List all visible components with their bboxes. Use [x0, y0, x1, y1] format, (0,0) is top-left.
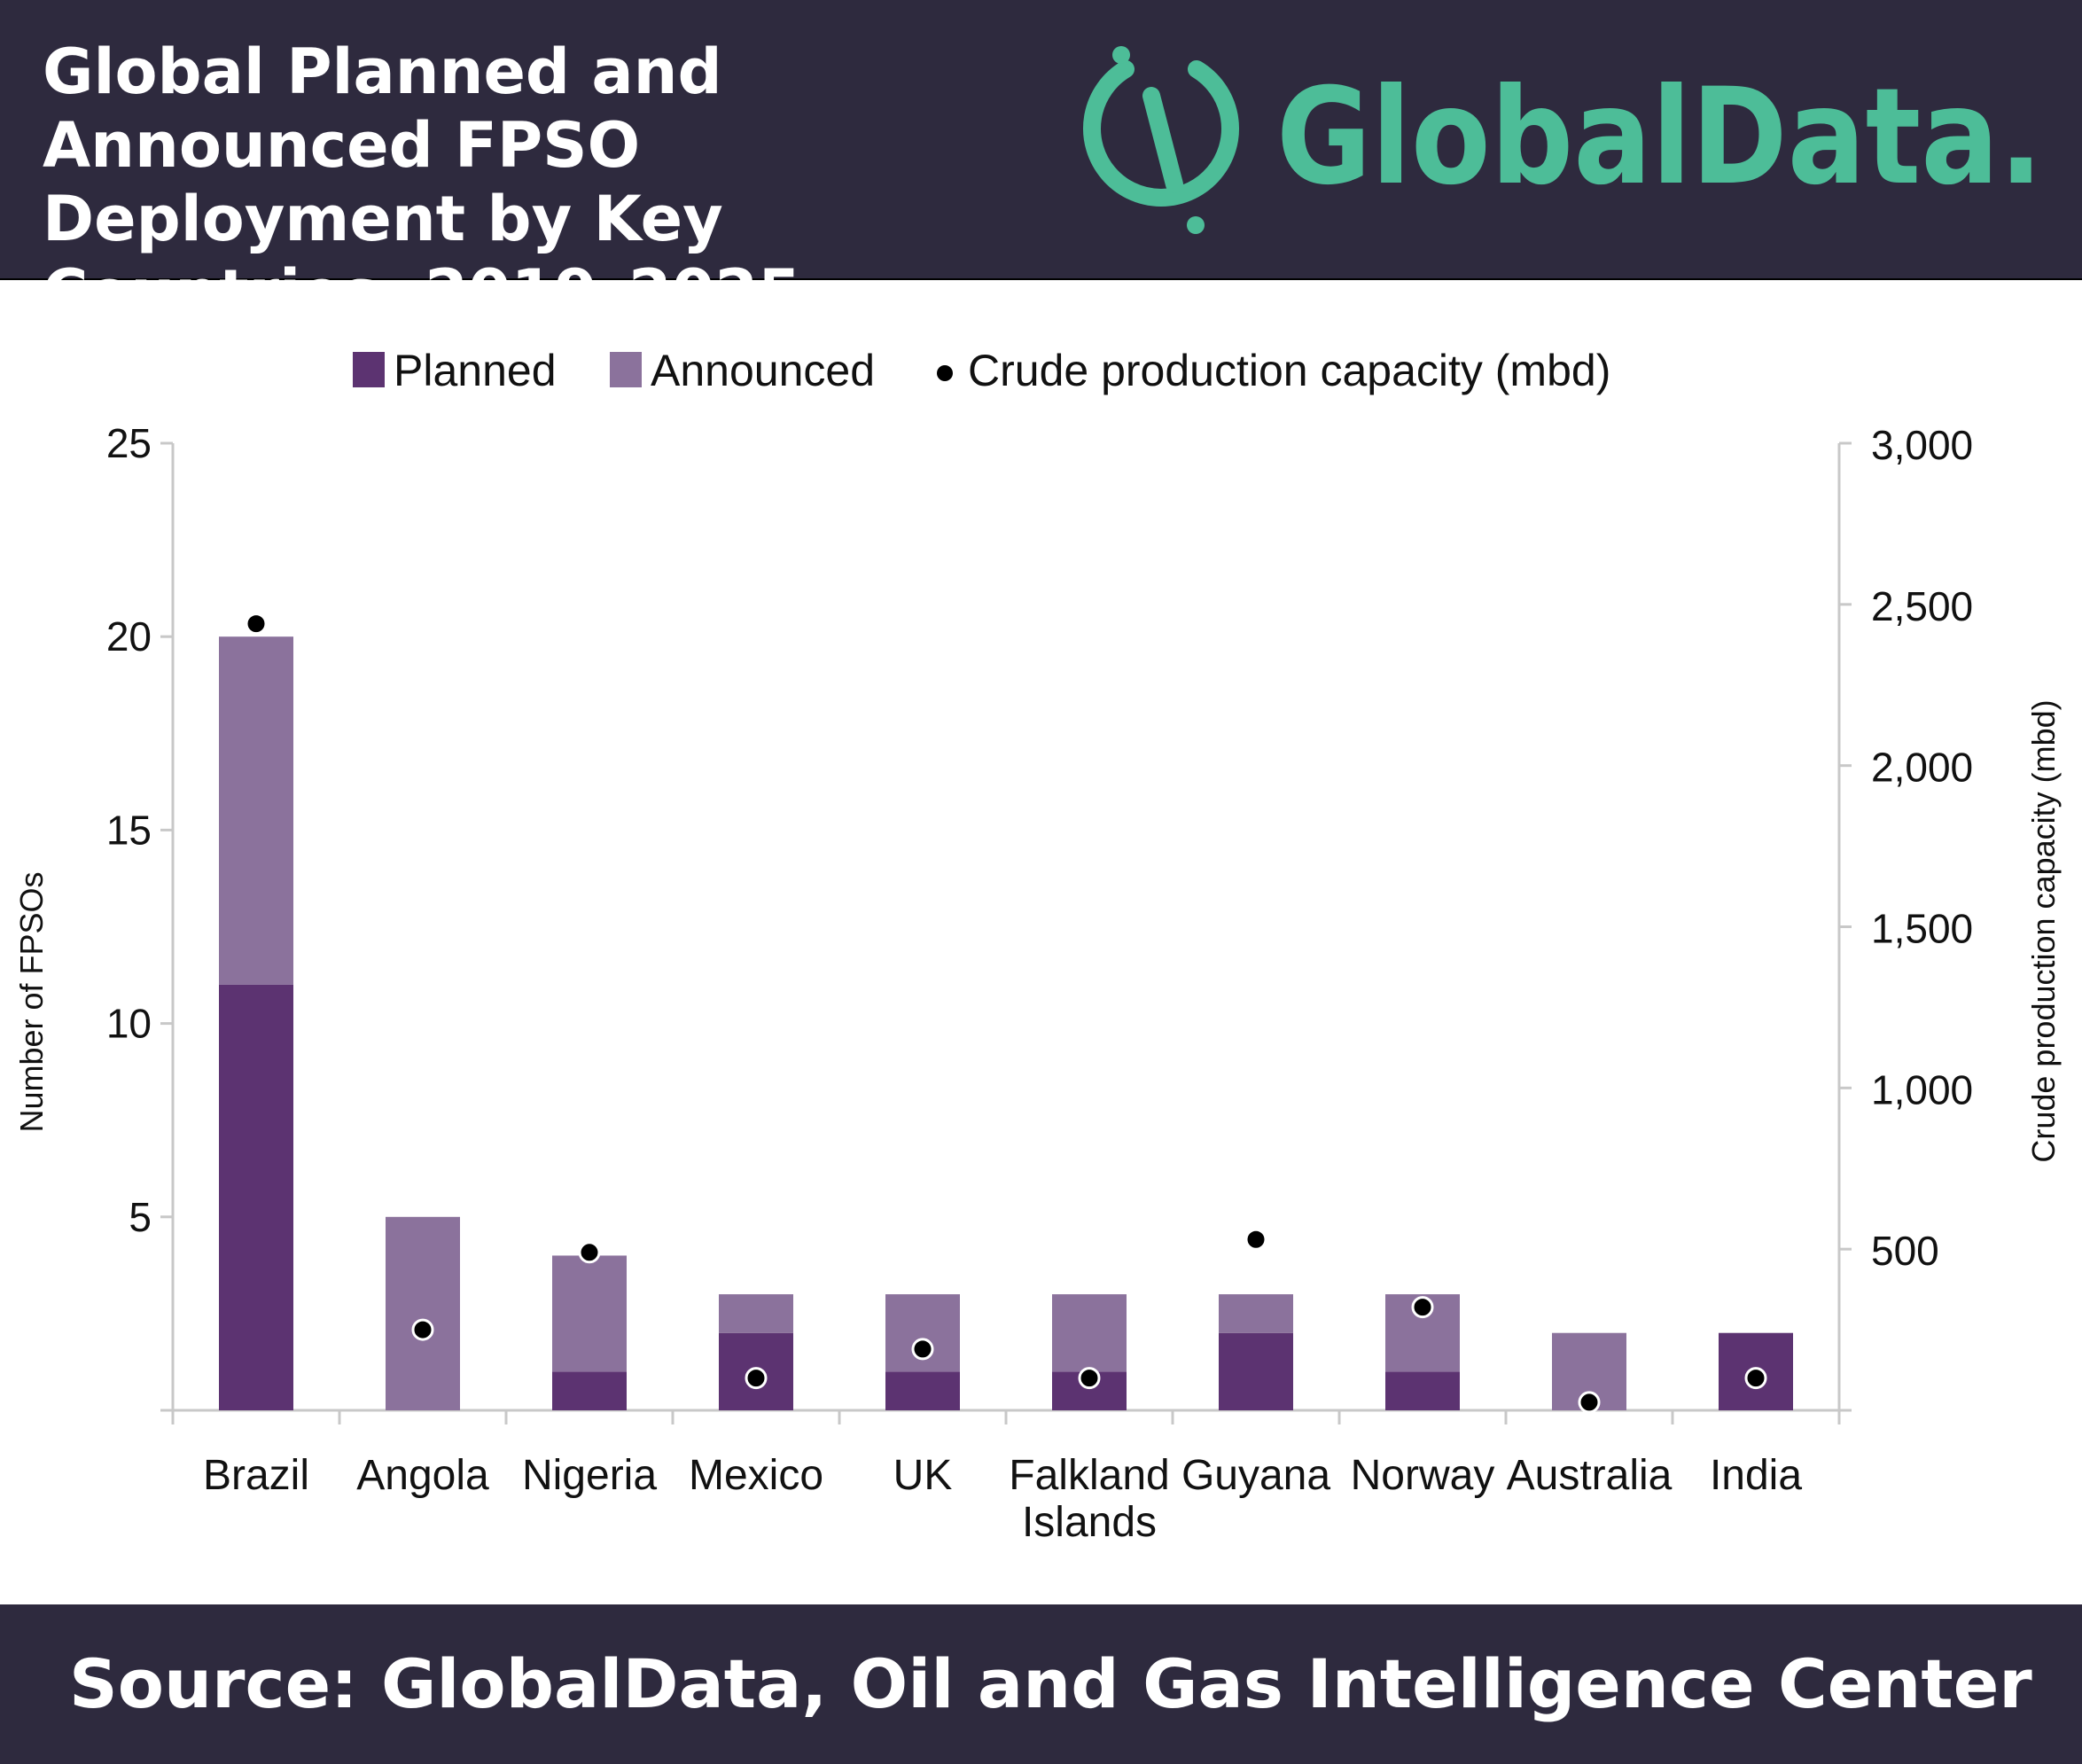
capacity-dot	[1078, 1367, 1101, 1390]
x-tick-label: Norway	[1351, 1452, 1495, 1499]
bar-planned	[1385, 1371, 1460, 1410]
y-tick-label: 20	[106, 613, 152, 660]
x-tick-label: Guyana	[1181, 1452, 1330, 1499]
y-right-tick-label: 500	[1871, 1228, 1939, 1274]
x-tick-label: Islands	[1022, 1499, 1157, 1546]
source-note: Source: GlobalData, Oil and Gas Intellig…	[69, 1644, 2032, 1723]
y-right-tick-label: 2,500	[1871, 583, 1973, 629]
x-tick-label: India	[1710, 1452, 1802, 1499]
chart-labels: 5 10 15 20 25 500 1,000 1,500 2,000 2,500 3,000 Num…	[13, 420, 2062, 1546]
y-right-tick-label: 1,000	[1871, 1066, 1973, 1112]
bar-planned	[219, 984, 293, 1410]
y-tick-label: 15	[106, 807, 152, 853]
chart-title: Global Planned and Announced FPSO Deploy…	[43, 35, 801, 329]
capacity-dot	[245, 613, 268, 636]
x-tick-label: Brazil	[203, 1452, 309, 1499]
legend-label: Announced	[651, 346, 875, 395]
legend-dot	[937, 365, 953, 381]
x-tick-label: Angola	[356, 1452, 489, 1499]
bar-planned	[552, 1371, 627, 1410]
y-tick-label: 5	[129, 1194, 152, 1240]
capacity-dot	[411, 1318, 434, 1341]
legend-label: Planned	[394, 346, 557, 395]
bar-planned	[1219, 1332, 1293, 1410]
y-right-tick-label: 1,500	[1871, 906, 1973, 952]
bar-announced	[1052, 1294, 1127, 1372]
bar-announced	[219, 636, 293, 985]
capacity-dot	[1411, 1296, 1434, 1319]
globaldata-logo-text: GlobalData.	[1276, 60, 2043, 215]
bar-announced	[552, 1255, 627, 1372]
capacity-dot	[1578, 1391, 1601, 1414]
capacity-dot	[578, 1241, 601, 1264]
globaldata-logo-icon	[1083, 46, 1239, 234]
capacity-dot	[1244, 1228, 1267, 1251]
y-axis-title: Number of FPSOs	[13, 871, 50, 1132]
bar-announced	[1219, 1294, 1293, 1333]
footer-banner: Source: GlobalData, Oil and Gas Intellig…	[0, 1604, 2082, 1764]
x-tick-label: UK	[893, 1452, 953, 1499]
y-axis-right-title: Crude production capacity (mbd)	[2025, 699, 2062, 1162]
x-tick-label: Nigeria	[522, 1452, 657, 1499]
capacity-dot	[911, 1338, 934, 1361]
y-tick-label: 25	[106, 420, 152, 466]
capacity-dot	[745, 1367, 768, 1390]
x-tick-label: Falkland	[1009, 1452, 1169, 1499]
globaldata-logo: GlobalData.	[1083, 46, 2043, 234]
x-tick-label: Australia	[1507, 1452, 1673, 1499]
bar-announced	[386, 1216, 460, 1410]
chart-bars	[219, 636, 1793, 1410]
bar-planned	[885, 1371, 960, 1410]
chart-dots	[245, 613, 1767, 1414]
header-banner: Global Planned and Announced FPSO Deploy…	[0, 0, 2082, 329]
x-tick-label: Mexico	[689, 1452, 823, 1499]
y-right-tick-label: 2,000	[1871, 745, 1973, 791]
y-tick-label: 10	[106, 1001, 152, 1047]
bar-announced	[719, 1294, 793, 1333]
legend-swatch	[353, 352, 385, 387]
chart-legend: Planned Announced Crude production capacit…	[353, 346, 1610, 395]
legend-swatch	[610, 352, 642, 387]
chart: Planned Announced Crude production capacit…	[13, 346, 2062, 1546]
legend-label: Crude production capacity (mbd)	[968, 346, 1610, 395]
capacity-dot	[1744, 1367, 1767, 1390]
y-right-tick-label: 3,000	[1871, 422, 1973, 468]
